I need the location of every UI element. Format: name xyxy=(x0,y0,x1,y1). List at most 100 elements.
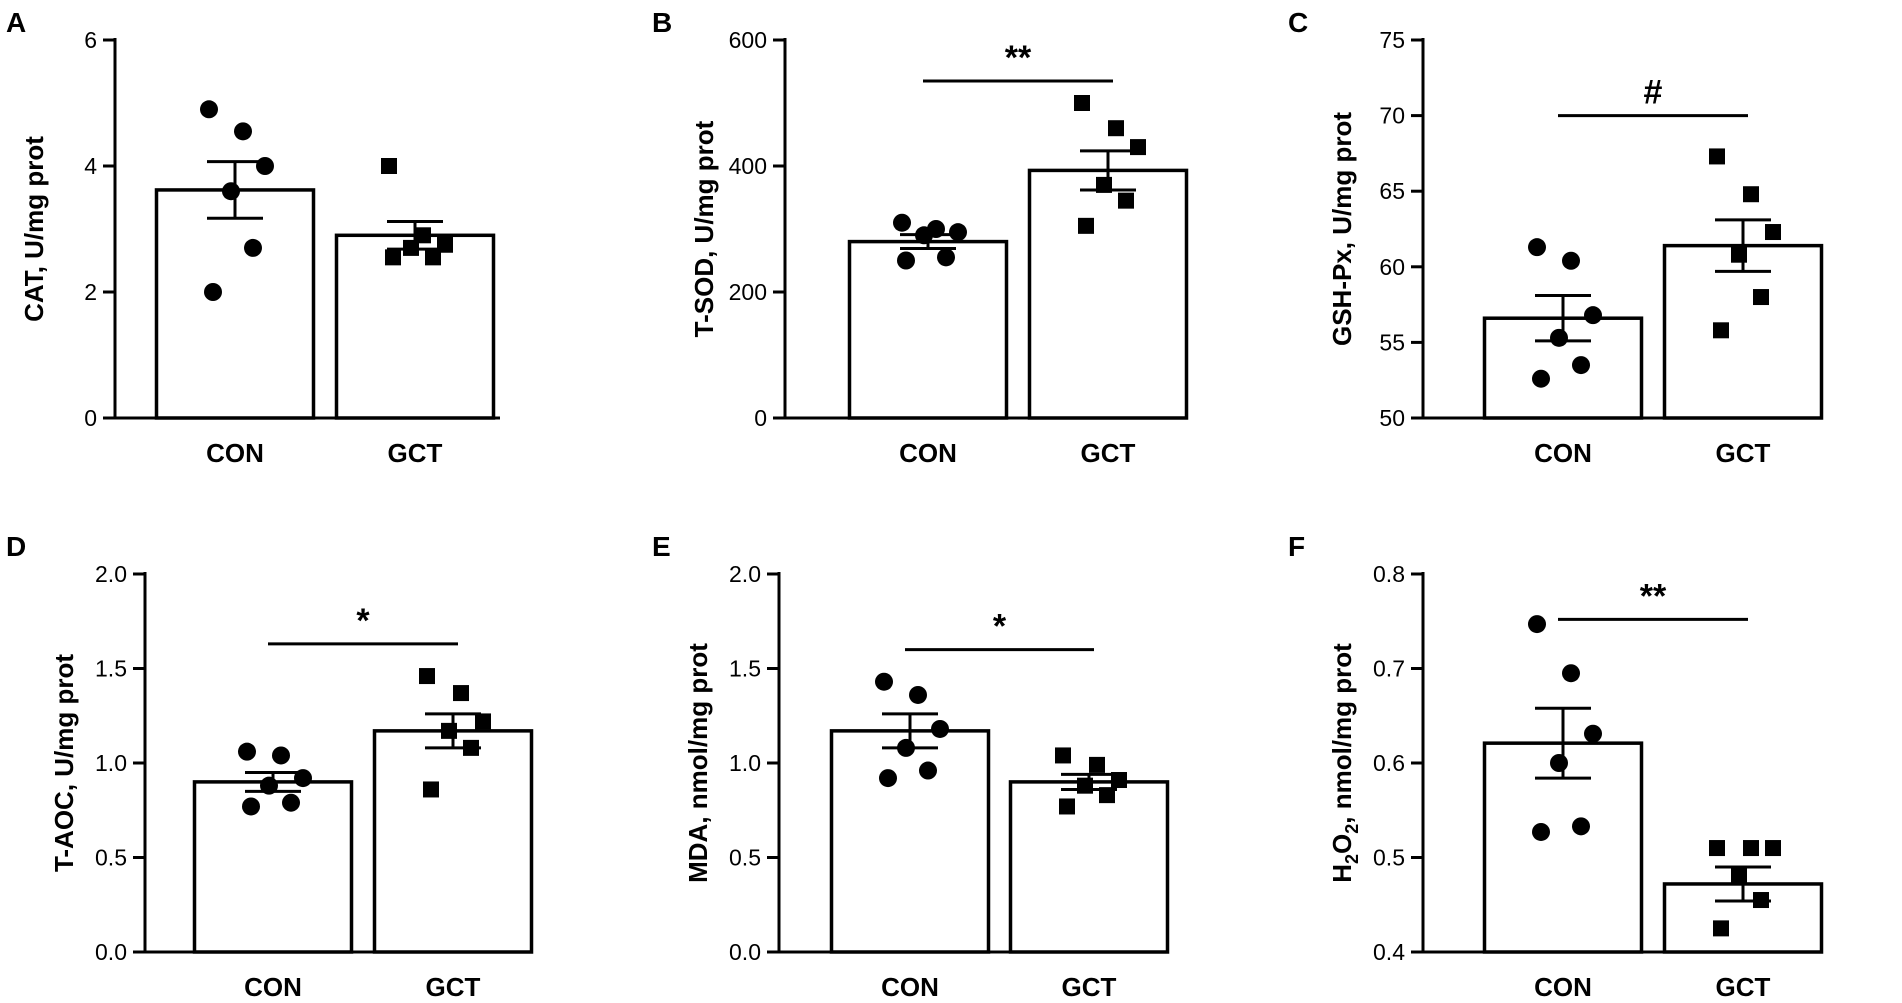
significance-marker: ** xyxy=(1640,577,1667,615)
data-point xyxy=(238,742,256,761)
data-point xyxy=(1709,840,1725,857)
y-tick-label: 1.5 xyxy=(95,656,127,682)
data-point xyxy=(897,251,915,270)
data-point xyxy=(381,158,397,174)
data-point xyxy=(1528,238,1546,257)
data-point xyxy=(1108,120,1124,137)
ylabel-subscript: 2 xyxy=(1342,824,1362,834)
category-label: GCT xyxy=(1062,972,1117,1002)
data-point xyxy=(453,685,469,702)
y-tick-label: 200 xyxy=(729,279,767,305)
data-point xyxy=(1096,176,1112,193)
bar-gct xyxy=(1027,168,1189,420)
panel-letter: A xyxy=(6,7,26,38)
data-point xyxy=(441,722,457,739)
data-point xyxy=(294,769,312,788)
data-point xyxy=(1713,322,1729,339)
data-point xyxy=(260,776,278,795)
data-point xyxy=(425,249,441,266)
bar-con xyxy=(192,780,354,954)
y-tick-label: 0.7 xyxy=(1373,656,1405,682)
bar-con xyxy=(829,729,991,954)
data-point xyxy=(256,157,274,175)
data-point xyxy=(1078,217,1094,234)
category-label: GCT xyxy=(388,438,443,468)
panel-C: C 50 55 60 65 70 75 GSH-Px, U/mg prot CON GCT # xyxy=(1288,7,1824,468)
bar-gct xyxy=(1662,882,1824,954)
category-label: CON xyxy=(899,438,957,468)
category-label: CON xyxy=(881,972,939,1002)
ylabel-part: H xyxy=(1327,864,1357,883)
data-point xyxy=(915,226,933,245)
data-point xyxy=(1550,754,1568,772)
y-tick-label: 0 xyxy=(754,405,767,431)
data-point xyxy=(385,249,401,266)
data-point xyxy=(1713,920,1729,937)
data-point xyxy=(437,236,453,253)
data-point xyxy=(879,769,897,788)
data-point xyxy=(897,738,915,757)
y-axis-label: T-AOC, U/mg prot xyxy=(49,654,79,872)
data-point xyxy=(919,761,937,780)
data-point xyxy=(463,739,479,756)
y-axis-label: H2O2, nmol/mg prot xyxy=(1327,643,1362,883)
y-tick-label: 70 xyxy=(1379,103,1405,129)
data-point xyxy=(909,685,927,704)
y-tick-label: 0.5 xyxy=(1373,845,1405,871)
data-point xyxy=(875,672,893,691)
bar-con xyxy=(154,188,316,420)
data-point xyxy=(415,227,431,244)
data-point xyxy=(1532,822,1550,841)
category-label: GCT xyxy=(426,972,481,1002)
y-tick-label: 2.0 xyxy=(729,561,761,587)
data-point xyxy=(1743,840,1759,857)
ylabel-part: , nmol/mg prot xyxy=(1327,643,1357,824)
significance-marker: * xyxy=(993,608,1007,646)
y-axis-label: MDA, nmol/mg prot xyxy=(683,643,713,883)
data-point xyxy=(1731,868,1747,885)
y-tick-label: 50 xyxy=(1379,405,1405,431)
data-point xyxy=(244,238,262,257)
ylabel-part: O xyxy=(1327,834,1357,854)
y-tick-label: 0.0 xyxy=(729,939,761,965)
y-tick-label: 4 xyxy=(84,153,97,179)
data-point xyxy=(1077,777,1093,794)
bar-gct xyxy=(372,729,534,954)
data-point xyxy=(200,100,218,119)
bar-gct xyxy=(1662,243,1824,420)
y-tick-label: 0 xyxy=(84,405,97,431)
panel-letter: C xyxy=(1288,7,1308,38)
y-tick-label: 75 xyxy=(1379,27,1405,53)
data-point xyxy=(222,182,240,201)
data-point xyxy=(1562,664,1580,683)
y-tick-label: 60 xyxy=(1379,254,1405,280)
category-label: CON xyxy=(1534,972,1592,1002)
data-point xyxy=(1731,246,1747,263)
data-point xyxy=(931,719,949,738)
data-point xyxy=(937,248,955,267)
data-point xyxy=(419,668,435,685)
data-point xyxy=(1059,798,1075,815)
y-tick-label: 1.5 xyxy=(729,656,761,682)
data-point xyxy=(403,239,419,256)
panel-E: E 0.0 0.5 1.0 1.5 2.0 MDA, nmol/mg prot CON GCT * xyxy=(652,531,1170,1002)
y-tick-label: 65 xyxy=(1379,178,1405,204)
data-point xyxy=(1765,224,1781,241)
y-tick-label: 2.0 xyxy=(95,561,127,587)
category-label: CON xyxy=(1534,438,1592,468)
data-point xyxy=(1709,148,1725,165)
bar-gct xyxy=(1008,780,1170,954)
y-tick-label: 1.0 xyxy=(729,750,761,776)
y-axis-label: GSH-Px, U/mg prot xyxy=(1327,112,1357,346)
y-tick-label: 0.5 xyxy=(729,845,761,871)
ylabel-subscript: 2 xyxy=(1342,854,1362,864)
data-point xyxy=(423,781,439,798)
data-point xyxy=(1584,724,1602,743)
category-label: CON xyxy=(206,438,264,468)
panel-D: D 0.0 0.5 1.0 1.5 2.0 T-AOC, U/mg prot CON GCT * xyxy=(6,531,534,1002)
significance-marker: ** xyxy=(1005,39,1032,77)
category-label: GCT xyxy=(1716,438,1771,468)
y-tick-label: 1.0 xyxy=(95,750,127,776)
category-label: CON xyxy=(244,972,302,1002)
data-point xyxy=(1572,356,1590,375)
